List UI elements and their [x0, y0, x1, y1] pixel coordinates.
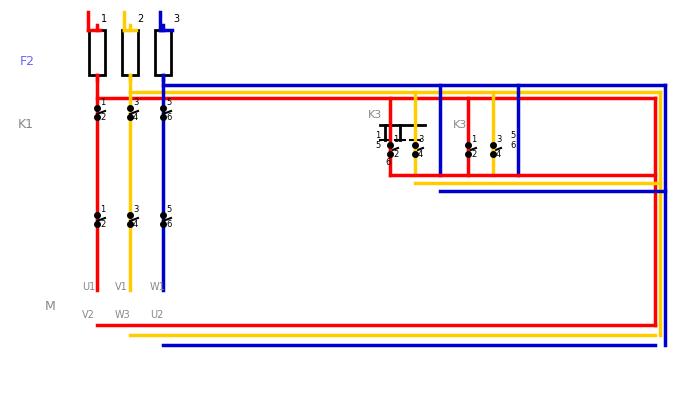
Text: 3: 3 — [496, 135, 501, 144]
Text: 1: 1 — [393, 135, 398, 144]
Text: 5: 5 — [375, 141, 380, 150]
Text: 6: 6 — [385, 158, 391, 167]
Bar — [89, 30, 105, 75]
Text: 3: 3 — [133, 98, 139, 107]
Bar — [122, 30, 138, 75]
Text: K1: K1 — [18, 118, 34, 131]
Text: U2: U2 — [150, 310, 163, 320]
Text: 3: 3 — [418, 135, 424, 144]
Text: 4: 4 — [133, 220, 139, 229]
Text: 1: 1 — [375, 131, 380, 140]
Text: 2: 2 — [471, 150, 476, 159]
Text: 1: 1 — [100, 205, 105, 214]
Text: 3: 3 — [133, 205, 139, 214]
Text: M: M — [45, 300, 56, 313]
Text: W3: W3 — [115, 310, 131, 320]
Text: W1: W1 — [150, 282, 166, 292]
Bar — [155, 30, 171, 75]
Text: 2: 2 — [100, 220, 105, 229]
Text: 5: 5 — [166, 205, 172, 214]
Text: 1: 1 — [100, 98, 105, 107]
Text: 6: 6 — [166, 113, 172, 122]
Text: U1: U1 — [82, 282, 95, 292]
Text: 5: 5 — [510, 131, 515, 140]
Text: F2: F2 — [20, 55, 35, 68]
Text: 2: 2 — [137, 14, 144, 24]
Text: 2: 2 — [393, 150, 398, 159]
Text: 6: 6 — [166, 220, 172, 229]
Text: 1: 1 — [471, 135, 476, 144]
Text: K3: K3 — [453, 120, 468, 130]
Text: V2: V2 — [82, 310, 95, 320]
Text: 1: 1 — [101, 14, 107, 24]
Text: 3: 3 — [173, 14, 179, 24]
Text: 4: 4 — [496, 150, 501, 159]
Text: K3: K3 — [368, 110, 382, 120]
Text: 6: 6 — [510, 141, 515, 150]
Text: 4: 4 — [133, 113, 139, 122]
Text: 2: 2 — [100, 113, 105, 122]
Text: 5: 5 — [166, 98, 172, 107]
Text: 4: 4 — [418, 150, 424, 159]
Text: V1: V1 — [115, 282, 127, 292]
